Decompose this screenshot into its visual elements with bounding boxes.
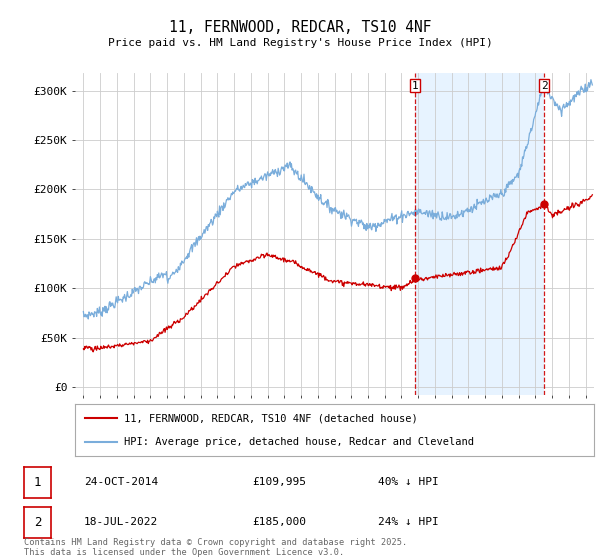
Text: HPI: Average price, detached house, Redcar and Cleveland: HPI: Average price, detached house, Redc…: [124, 437, 475, 447]
Text: £109,995: £109,995: [252, 477, 306, 487]
Text: £185,000: £185,000: [252, 517, 306, 528]
Text: 1: 1: [34, 475, 41, 489]
Text: Contains HM Land Registry data © Crown copyright and database right 2025.
This d: Contains HM Land Registry data © Crown c…: [24, 538, 407, 557]
Text: 2: 2: [34, 516, 41, 529]
Bar: [415, 73, 544, 395]
Text: 2: 2: [541, 81, 548, 91]
Text: 24-OCT-2014: 24-OCT-2014: [84, 477, 158, 487]
Text: 11, FERNWOOD, REDCAR, TS10 4NF (detached house): 11, FERNWOOD, REDCAR, TS10 4NF (detached…: [124, 413, 418, 423]
Text: Price paid vs. HM Land Registry's House Price Index (HPI): Price paid vs. HM Land Registry's House …: [107, 38, 493, 48]
Text: 11, FERNWOOD, REDCAR, TS10 4NF: 11, FERNWOOD, REDCAR, TS10 4NF: [169, 20, 431, 35]
Text: 24% ↓ HPI: 24% ↓ HPI: [378, 517, 439, 528]
Text: 1: 1: [412, 81, 418, 91]
Text: 18-JUL-2022: 18-JUL-2022: [84, 517, 158, 528]
Text: 40% ↓ HPI: 40% ↓ HPI: [378, 477, 439, 487]
